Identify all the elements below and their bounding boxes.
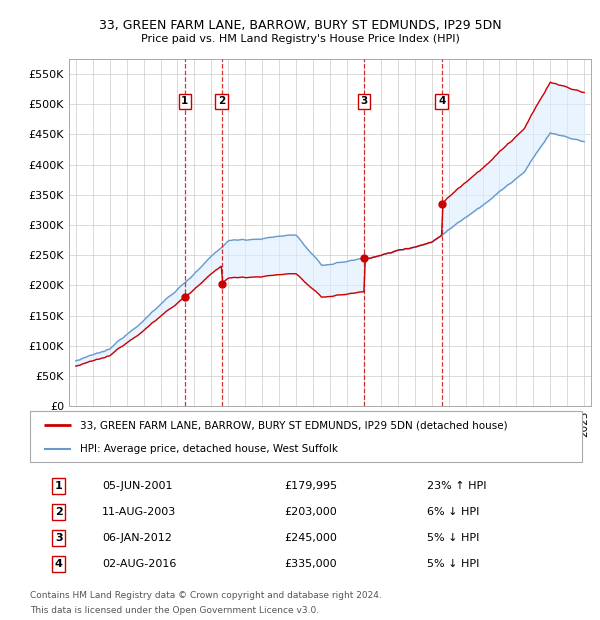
Text: 3: 3	[55, 533, 62, 543]
Text: £245,000: £245,000	[284, 533, 337, 543]
Text: This data is licensed under the Open Government Licence v3.0.: This data is licensed under the Open Gov…	[30, 606, 319, 615]
Text: 23% ↑ HPI: 23% ↑ HPI	[427, 481, 487, 491]
Text: 2: 2	[55, 507, 62, 517]
Text: HPI: Average price, detached house, West Suffolk: HPI: Average price, detached house, West…	[80, 444, 338, 454]
Text: 4: 4	[438, 96, 445, 106]
Text: £203,000: £203,000	[284, 507, 337, 517]
Text: Contains HM Land Registry data © Crown copyright and database right 2024.: Contains HM Land Registry data © Crown c…	[30, 591, 382, 600]
Text: 1: 1	[55, 481, 62, 491]
Text: 4: 4	[55, 559, 62, 569]
Text: £335,000: £335,000	[284, 559, 337, 569]
Text: 1: 1	[181, 96, 188, 106]
Text: £179,995: £179,995	[284, 481, 337, 491]
Text: 02-AUG-2016: 02-AUG-2016	[102, 559, 176, 569]
Text: 2: 2	[218, 96, 226, 106]
Text: Price paid vs. HM Land Registry's House Price Index (HPI): Price paid vs. HM Land Registry's House …	[140, 34, 460, 44]
Text: 6% ↓ HPI: 6% ↓ HPI	[427, 507, 480, 517]
Text: 11-AUG-2003: 11-AUG-2003	[102, 507, 176, 517]
Text: 33, GREEN FARM LANE, BARROW, BURY ST EDMUNDS, IP29 5DN (detached house): 33, GREEN FARM LANE, BARROW, BURY ST EDM…	[80, 420, 508, 430]
Text: 05-JUN-2001: 05-JUN-2001	[102, 481, 172, 491]
Text: 06-JAN-2012: 06-JAN-2012	[102, 533, 172, 543]
Text: 5% ↓ HPI: 5% ↓ HPI	[427, 559, 480, 569]
Text: 33, GREEN FARM LANE, BARROW, BURY ST EDMUNDS, IP29 5DN: 33, GREEN FARM LANE, BARROW, BURY ST EDM…	[98, 19, 502, 32]
Text: 3: 3	[361, 96, 368, 106]
Text: 5% ↓ HPI: 5% ↓ HPI	[427, 533, 480, 543]
